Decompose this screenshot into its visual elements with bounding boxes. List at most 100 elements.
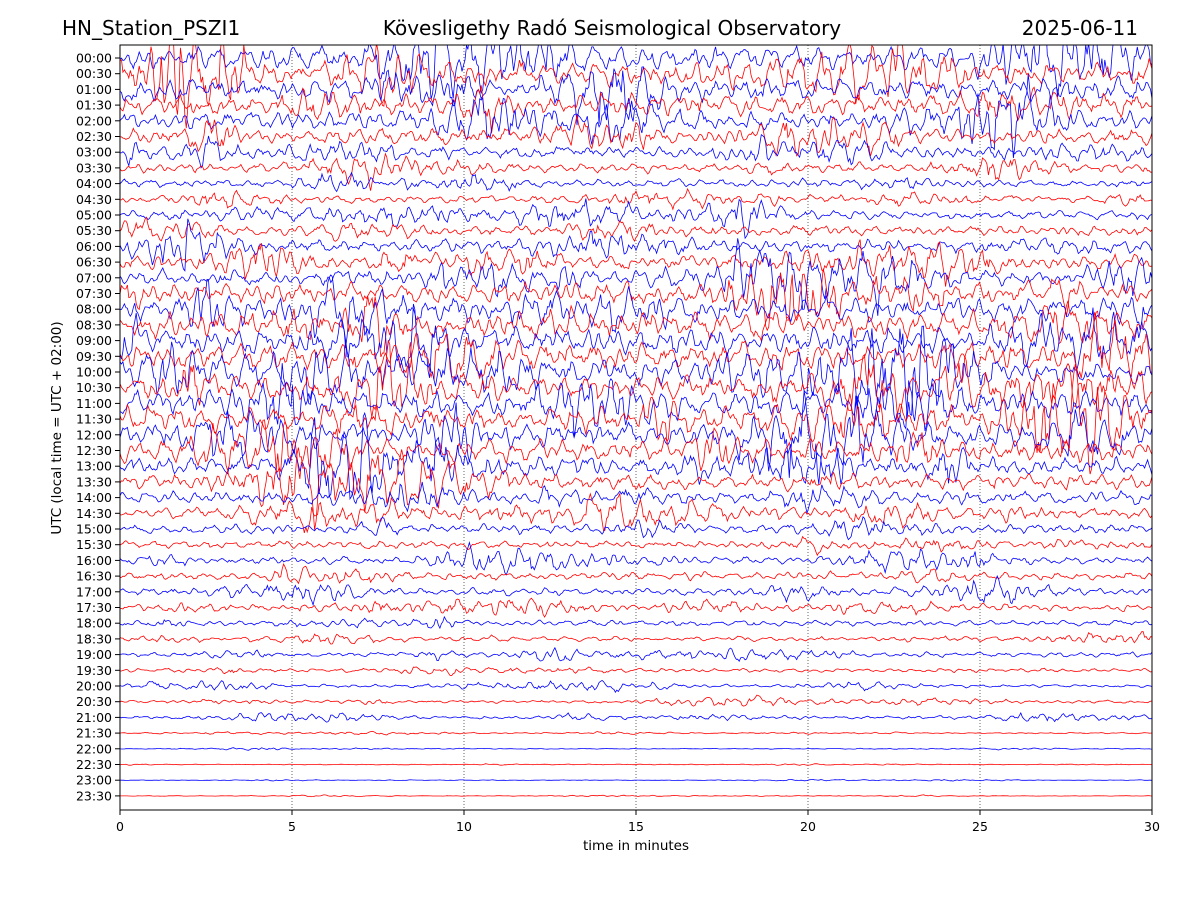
trace-0830	[120, 296, 1152, 358]
y-tick-label-37: 18:30	[76, 631, 112, 646]
trace-0330	[120, 152, 1152, 191]
trace-0600	[120, 218, 1152, 272]
y-tick-label-35: 17:30	[76, 600, 112, 615]
trace-0930	[120, 311, 1152, 383]
y-tick-label-7: 03:30	[76, 160, 112, 175]
x-tick-label-3: 15	[628, 819, 644, 834]
trace-2300	[120, 778, 1152, 782]
trace-1100	[120, 363, 1152, 438]
trace-1800	[120, 615, 1152, 630]
trace-1900	[120, 646, 1152, 662]
y-tick-label-0: 00:00	[76, 51, 112, 66]
trace-0800	[120, 274, 1152, 348]
x-tick-label-5: 25	[972, 819, 988, 834]
y-tick-label-25: 12:30	[76, 443, 112, 458]
y-tick-label-8: 04:00	[76, 176, 112, 191]
x-tick-label-6: 30	[1144, 819, 1160, 834]
trace-0530	[120, 216, 1152, 242]
trace-0300	[120, 134, 1152, 169]
y-tick-label-10: 05:00	[76, 208, 112, 223]
trace-0730	[120, 268, 1152, 332]
y-tick-label-39: 19:30	[76, 663, 112, 678]
trace-0400	[120, 171, 1152, 193]
trace-2130	[120, 731, 1152, 736]
trace-0100	[120, 66, 1152, 126]
y-tick-label-27: 13:30	[76, 474, 112, 489]
trace-0900	[120, 303, 1152, 378]
y-tick-label-24: 12:00	[76, 427, 112, 442]
trace-1430	[120, 492, 1152, 534]
y-tick-label-15: 07:30	[76, 286, 112, 301]
y-tick-label-13: 06:30	[76, 255, 112, 270]
trace-0030	[120, 45, 1152, 129]
trace-1130	[120, 364, 1152, 475]
y-tick-label-43: 21:30	[76, 726, 112, 741]
x-tick-label-2: 10	[456, 819, 472, 834]
trace-1400	[120, 481, 1152, 514]
y-tick-label-41: 20:30	[76, 694, 112, 709]
trace-2100	[120, 712, 1152, 723]
traces-group	[120, 45, 1152, 798]
y-tick-label-46: 23:00	[76, 773, 112, 788]
y-tick-label-6: 03:00	[76, 145, 112, 160]
y-tick-label-3: 01:30	[76, 98, 112, 113]
trace-0130	[120, 85, 1152, 134]
y-axis-label: UTC (local time = UTC + 02:00)	[49, 321, 65, 534]
trace-0000	[120, 45, 1152, 100]
trace-1300	[120, 411, 1152, 501]
trace-1530	[120, 535, 1152, 557]
trace-2230	[120, 763, 1152, 766]
y-tick-label-2: 01:00	[76, 82, 112, 97]
y-tick-label-12: 06:00	[76, 239, 112, 254]
x-axis-ticks: 0 5 10 15 20 25 30	[116, 810, 1160, 834]
x-tick-label-0: 0	[116, 819, 124, 834]
trace-1600	[120, 540, 1152, 576]
trace-0430	[120, 187, 1152, 211]
trace-1700	[120, 574, 1152, 607]
trace-1230	[120, 419, 1152, 479]
y-tick-label-16: 08:00	[76, 302, 112, 317]
y-axis-ticks: 00:0000:3001:0001:3002:0002:3003:0003:30…	[76, 51, 120, 803]
y-tick-label-1: 00:30	[76, 66, 112, 81]
trace-0500	[120, 198, 1152, 240]
trace-2030	[120, 694, 1152, 707]
y-tick-label-45: 22:30	[76, 757, 112, 772]
trace-0630	[120, 239, 1152, 287]
y-tick-label-36: 18:00	[76, 616, 112, 631]
trace-1330	[120, 447, 1152, 530]
y-tick-label-18: 09:00	[76, 333, 112, 348]
trace-1630	[120, 563, 1152, 585]
y-tick-label-5: 02:30	[76, 129, 112, 144]
y-tick-label-21: 10:30	[76, 380, 112, 395]
y-tick-label-40: 20:00	[76, 679, 112, 694]
trace-2200	[120, 747, 1152, 751]
trace-0200	[120, 73, 1152, 159]
date-title: 2025-06-11	[1022, 16, 1138, 40]
trace-1830	[120, 631, 1152, 645]
x-axis-label: time in minutes	[583, 838, 689, 854]
y-tick-label-29: 14:30	[76, 506, 112, 521]
y-tick-label-32: 16:00	[76, 553, 112, 568]
trace-1000	[120, 325, 1152, 417]
y-tick-label-33: 16:30	[76, 569, 112, 584]
trace-0700	[120, 238, 1152, 316]
y-tick-label-4: 02:00	[76, 113, 112, 128]
y-tick-label-47: 23:30	[76, 788, 112, 803]
trace-1730	[120, 597, 1152, 618]
trace-0230	[120, 114, 1152, 157]
x-tick-label-1: 5	[288, 819, 296, 834]
y-tick-label-44: 22:00	[76, 741, 112, 756]
y-tick-label-31: 15:30	[76, 537, 112, 552]
trace-1200	[120, 390, 1152, 485]
y-tick-label-34: 17:00	[76, 584, 112, 599]
y-tick-label-9: 04:30	[76, 192, 112, 207]
y-tick-label-23: 11:30	[76, 412, 112, 427]
x-tick-label-4: 20	[800, 819, 816, 834]
y-tick-label-22: 11:00	[76, 396, 112, 411]
y-tick-label-26: 13:00	[76, 459, 112, 474]
trace-1930	[120, 666, 1152, 676]
y-tick-label-19: 09:30	[76, 349, 112, 364]
trace-2000	[120, 680, 1152, 693]
y-tick-label-11: 05:30	[76, 223, 112, 238]
